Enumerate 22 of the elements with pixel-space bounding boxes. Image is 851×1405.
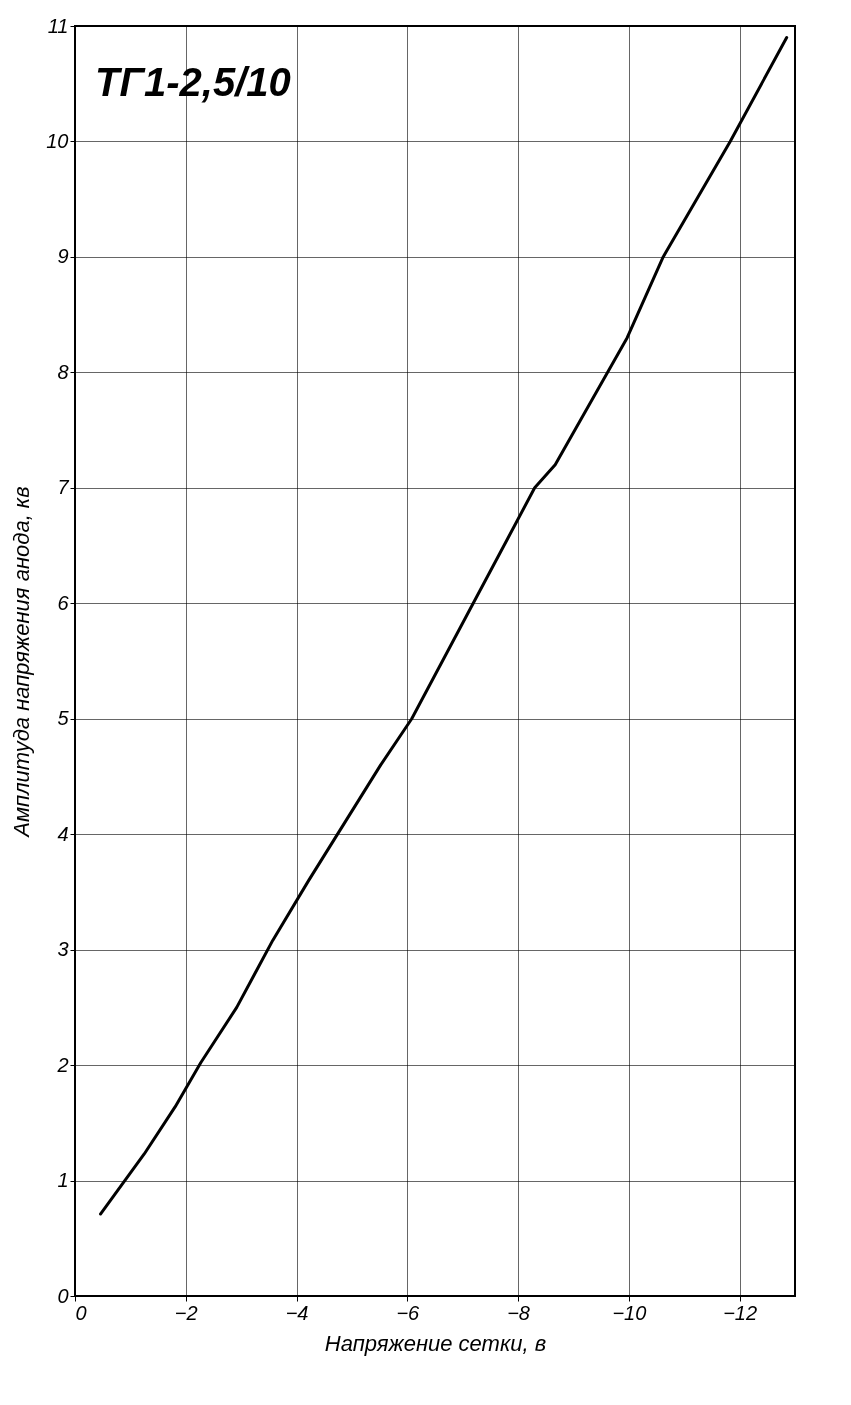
y-tick-label: 5 [57,707,70,730]
x-tick-label: −4 [285,1301,309,1324]
y-axis-title: Амплитуда напряжения анода, кв [9,486,35,839]
y-tick-label: 9 [57,245,69,268]
y-tick-label: 7 [57,476,70,499]
y-tick-label: 8 [57,360,69,383]
x-tick-label: −12 [723,1301,758,1324]
y-tick-label: 2 [56,1053,69,1076]
y-tick-label: 6 [57,591,70,614]
x-axis-title: Напряжение сетки, в [324,1330,547,1356]
y-tick-label: 3 [57,938,69,961]
x-tick-label: −2 [174,1301,198,1324]
line-series [98,36,789,1216]
y-tick-label: 4 [57,822,69,845]
x-tick-label: −10 [612,1301,647,1324]
y-tick-label: 0 [57,1284,69,1307]
x-tick-label: −8 [507,1301,530,1324]
y-tick-label: 10 [46,129,69,152]
x-tick-label: −6 [396,1301,421,1324]
y-tick-label: 1 [57,1169,69,1192]
y-tick-label: 11 [47,14,69,37]
x-tick-label: 0 [75,1301,87,1324]
